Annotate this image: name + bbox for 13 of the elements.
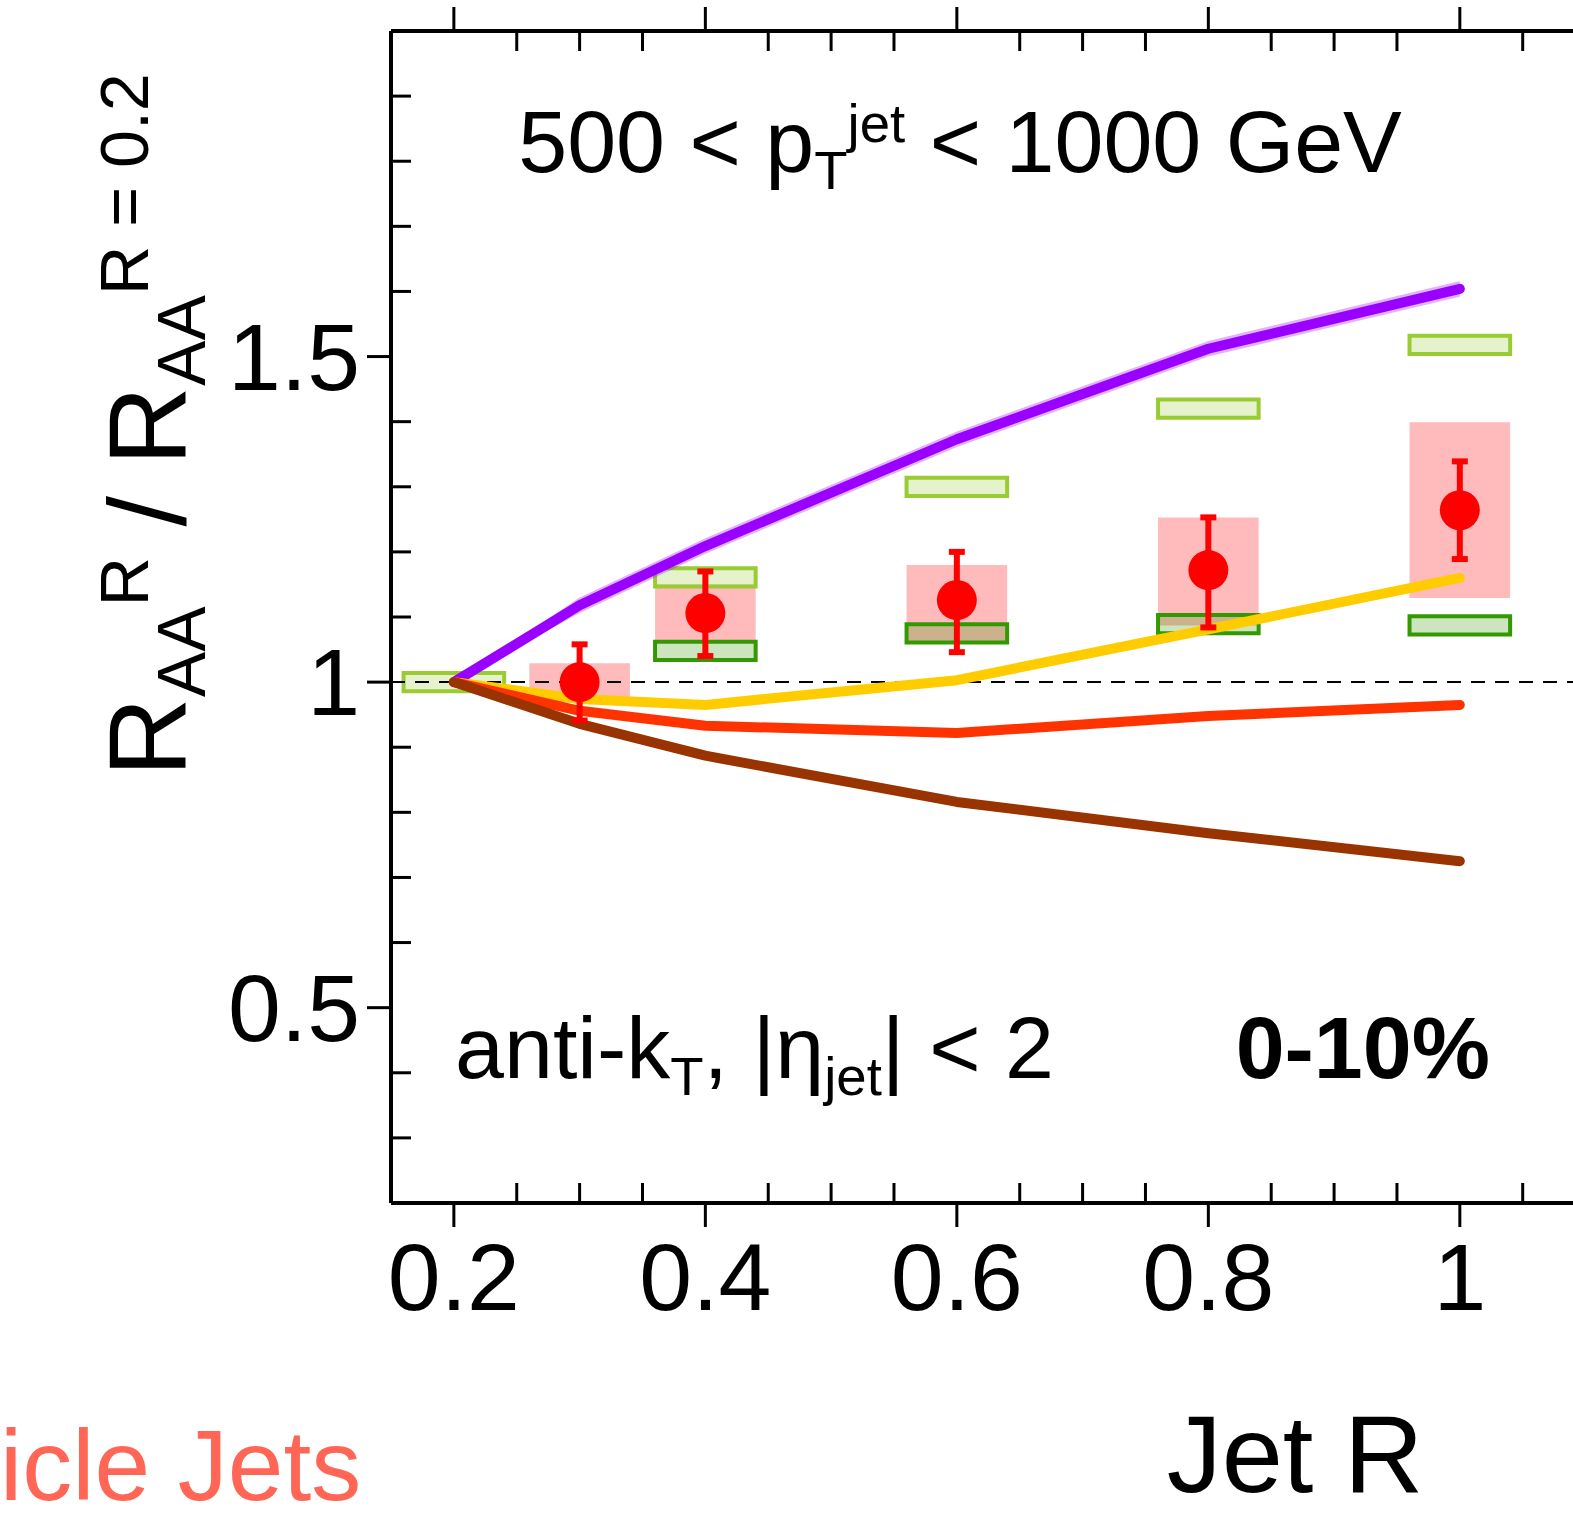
text: icle Jets — [0, 1409, 362, 1513]
annotation: anti-k$_{T}$, |η$_{jet}$| < 2 — [455, 998, 1054, 1107]
y-tick-label: 0.5 — [227, 954, 360, 1061]
x-tick-label: 0.6 — [890, 1224, 1023, 1330]
y-tick-label: 1.5 — [227, 303, 360, 410]
x-tick-label: 0.2 — [387, 1224, 520, 1330]
x-tick-label: 0.8 — [1142, 1224, 1275, 1330]
annotation: 0-10% — [1235, 998, 1490, 1097]
x-tick-label: 0.4 — [639, 1224, 772, 1330]
x-tick-label: 1 — [1433, 1224, 1487, 1330]
x-axis-title: Jet R — [1166, 1392, 1424, 1513]
annotation: 500 < p$_{T}$$^{jet}$ < 1000 GeV — [518, 92, 1403, 201]
y-tick-label: 1 — [307, 629, 360, 736]
